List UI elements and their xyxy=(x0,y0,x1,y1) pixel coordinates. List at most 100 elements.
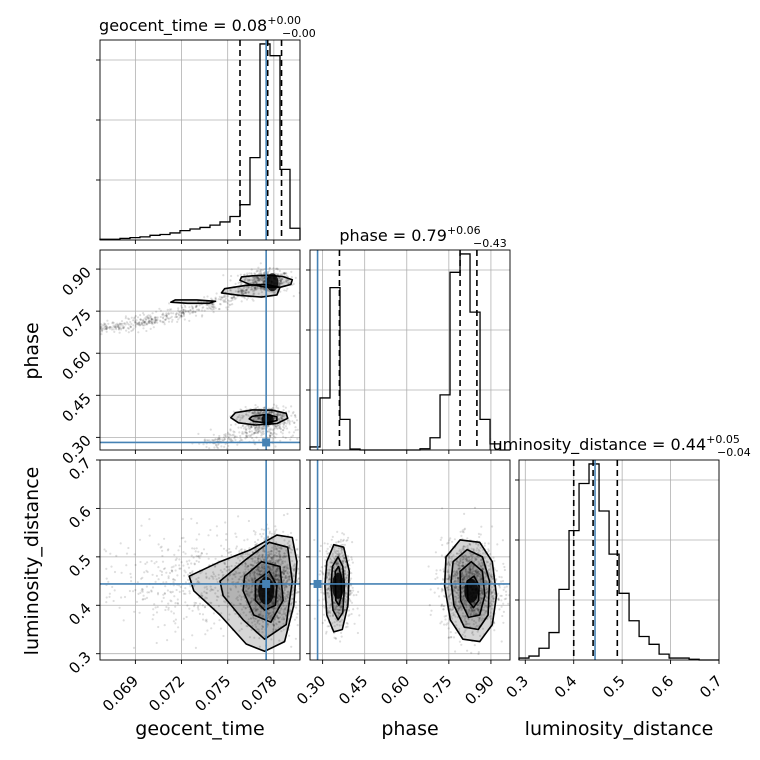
sample-point xyxy=(337,609,341,612)
sample-point xyxy=(225,565,228,569)
sample-point xyxy=(191,634,194,637)
sample-point xyxy=(209,585,212,588)
sample-point xyxy=(294,600,297,603)
sample-point xyxy=(263,281,266,284)
sample-point xyxy=(465,620,468,623)
sample-point xyxy=(290,435,293,438)
sample-point xyxy=(256,593,259,596)
sample-point xyxy=(292,575,295,578)
sample-point xyxy=(133,316,136,319)
sample-point xyxy=(167,312,170,315)
sample-point xyxy=(479,602,482,605)
sample-point xyxy=(276,615,279,619)
sample-point xyxy=(117,323,120,326)
sample-point xyxy=(337,547,340,550)
sample-point xyxy=(268,530,271,533)
sample-point xyxy=(277,617,280,620)
sample-point xyxy=(248,434,251,437)
sample-point xyxy=(289,548,292,551)
sample-point xyxy=(109,326,112,329)
sample-point xyxy=(267,608,270,612)
sample-point xyxy=(155,641,158,645)
sample-point xyxy=(271,433,274,436)
sample-point xyxy=(478,573,481,576)
sample-point xyxy=(266,288,270,292)
sample-point xyxy=(165,315,168,318)
sample-point xyxy=(255,282,258,285)
sample-point xyxy=(203,590,206,593)
sample-point xyxy=(352,589,355,592)
sample-point xyxy=(174,605,177,608)
sample-point xyxy=(462,585,465,588)
sample-point xyxy=(244,405,247,409)
sample-point xyxy=(196,606,199,609)
sample-point xyxy=(170,591,173,594)
sample-point xyxy=(164,318,167,321)
sample-point xyxy=(163,323,166,326)
sample-point xyxy=(229,588,232,592)
sample-point xyxy=(250,597,253,600)
sample-point xyxy=(267,565,270,568)
sample-point xyxy=(227,595,230,598)
sample-point xyxy=(167,313,171,316)
sample-point xyxy=(346,622,349,625)
sample-point xyxy=(274,571,277,574)
sample-point xyxy=(460,549,463,552)
sample-point xyxy=(199,572,202,575)
sample-point xyxy=(252,581,255,584)
sample-point xyxy=(184,587,187,590)
sample-point xyxy=(223,562,226,565)
sample-point xyxy=(234,575,237,579)
sample-point xyxy=(143,321,146,325)
sample-point xyxy=(227,591,230,595)
sample-point xyxy=(251,287,254,290)
sample-point xyxy=(297,568,300,571)
sample-point xyxy=(116,322,119,325)
sample-point xyxy=(463,581,466,584)
sample-point xyxy=(244,568,247,571)
sample-point xyxy=(168,571,172,575)
sample-point xyxy=(117,325,120,328)
sample-point xyxy=(153,562,156,565)
sample-point xyxy=(483,609,486,612)
sample-point xyxy=(350,556,353,559)
sample-point xyxy=(261,427,264,430)
sample-point xyxy=(77,597,79,599)
sample-point xyxy=(462,576,466,580)
sample-point xyxy=(214,592,217,595)
sample-point xyxy=(254,404,257,407)
sample-point xyxy=(333,602,336,605)
sample-point xyxy=(257,566,260,569)
sample-point xyxy=(281,429,285,432)
sample-point xyxy=(456,576,459,580)
hist-geocent-time-step xyxy=(99,43,301,240)
sample-point xyxy=(103,328,106,331)
sample-point xyxy=(257,415,260,418)
sample-point xyxy=(473,602,476,605)
sample-point xyxy=(341,554,344,558)
sample-point xyxy=(181,311,185,314)
sample-point xyxy=(253,428,256,431)
sample-point xyxy=(273,290,276,293)
sample-point xyxy=(139,591,142,595)
sample-point xyxy=(178,310,181,313)
sample-point xyxy=(237,572,240,575)
sample-point xyxy=(278,426,281,429)
sample-point xyxy=(262,272,265,275)
sample-point xyxy=(283,596,286,599)
sample-point xyxy=(176,598,179,601)
sample-point xyxy=(181,311,185,314)
sample-point xyxy=(334,606,337,609)
sample-point xyxy=(110,565,113,568)
sample-point xyxy=(255,276,259,279)
sample-point xyxy=(334,637,338,640)
sample-point xyxy=(244,607,247,610)
sample-point xyxy=(468,571,471,575)
sample-point xyxy=(282,580,285,584)
sample-point xyxy=(263,280,266,283)
sample-point xyxy=(146,323,149,326)
sample-point xyxy=(203,296,206,299)
sample-point xyxy=(272,267,275,270)
sample-point xyxy=(124,315,127,318)
sample-point xyxy=(220,296,223,299)
